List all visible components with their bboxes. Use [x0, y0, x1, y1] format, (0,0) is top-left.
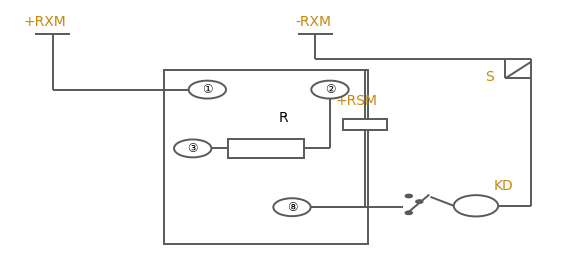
- Text: ①: ①: [202, 83, 213, 96]
- Circle shape: [405, 211, 412, 214]
- Circle shape: [405, 194, 412, 198]
- Circle shape: [454, 195, 498, 216]
- Circle shape: [174, 139, 211, 157]
- Text: ③: ③: [187, 142, 198, 155]
- Text: KD: KD: [493, 179, 513, 193]
- Bar: [343, 119, 387, 130]
- Text: ②: ②: [325, 83, 335, 96]
- Circle shape: [189, 81, 226, 99]
- Circle shape: [416, 200, 423, 203]
- Circle shape: [311, 81, 349, 99]
- Bar: [164, 70, 368, 244]
- Text: +RSM: +RSM: [336, 94, 378, 108]
- Text: S: S: [485, 70, 493, 84]
- Text: +RXM: +RXM: [23, 15, 66, 29]
- Text: -RXM: -RXM: [295, 15, 331, 29]
- Text: R: R: [279, 111, 288, 125]
- Bar: [228, 139, 304, 158]
- Text: ⑧: ⑧: [287, 201, 297, 214]
- Circle shape: [273, 198, 311, 216]
